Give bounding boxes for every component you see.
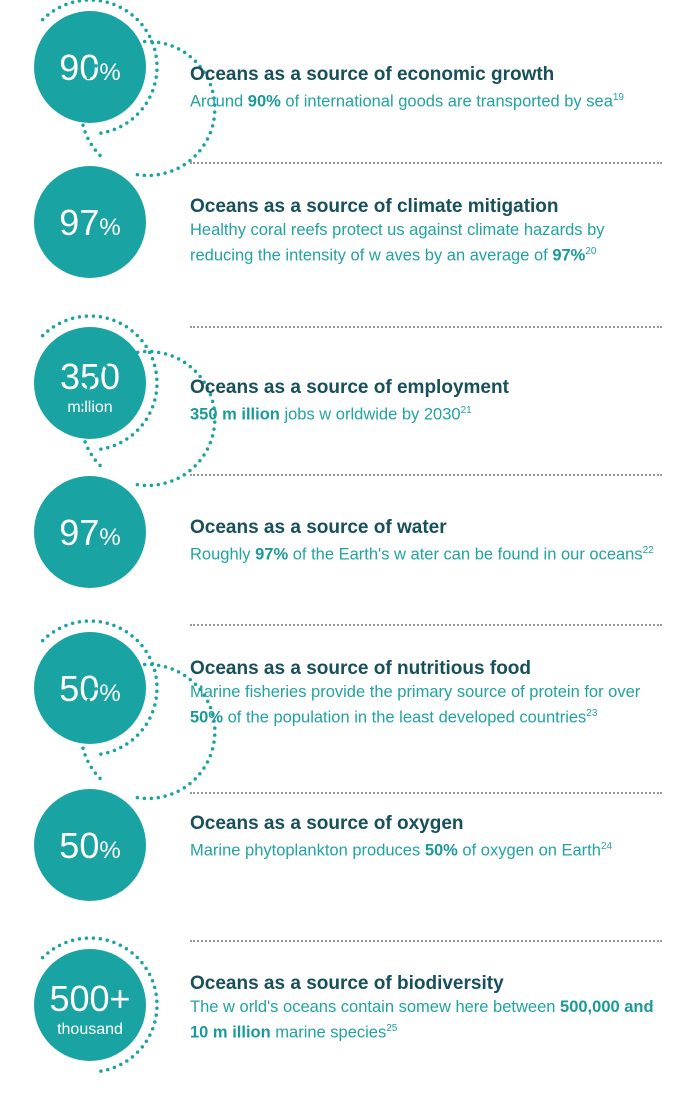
- highlight: 90%: [247, 92, 281, 111]
- item-text: Oceans as a source of employment 350 m il…: [190, 376, 670, 426]
- item-title: Oceans as a source of economic growth: [190, 64, 555, 85]
- item-description: The w orld's oceans contain somew here b…: [190, 996, 660, 1044]
- stat-unit: %: [99, 59, 120, 86]
- item-text: Oceans as a source of oxygen Marine phyto…: [190, 812, 670, 862]
- footnote: 19: [612, 92, 624, 103]
- stat-unit: thousand: [57, 1021, 123, 1038]
- item-description: Around 90% of international goods are tr…: [190, 87, 660, 113]
- text: Roughly: [190, 545, 256, 564]
- text: marine species: [270, 1023, 387, 1042]
- separator: [190, 474, 662, 476]
- stat-value: 97%: [59, 202, 120, 243]
- dotted-ring: [40, 314, 159, 451]
- item-text: Oceans as a source of water Roughly 97% o…: [190, 516, 670, 566]
- stat-value: 500+: [49, 978, 130, 1019]
- highlight: 50%: [190, 708, 224, 727]
- item-title: Oceans as a source of climate mitigation: [190, 196, 559, 217]
- highlight: 97%: [255, 545, 289, 564]
- text: Marine fisheries provide the primary sou…: [190, 683, 641, 701]
- item-description: Healthy coral reefs protect us against c…: [190, 219, 660, 267]
- footnote: 21: [460, 405, 472, 416]
- item-text: Oceans as a source of economic growth Aro…: [190, 63, 670, 113]
- footnote: 20: [585, 246, 597, 257]
- highlight: 97%: [552, 246, 586, 265]
- dotted-ring: [40, 936, 159, 1073]
- text: of oxygen on Earth: [457, 841, 601, 860]
- stat-value: 50%: [59, 668, 120, 709]
- item-text: Oceans as a source of climate mitigation…: [190, 195, 670, 267]
- dotted-ring: [40, 619, 159, 756]
- stat-unit: million: [67, 399, 112, 416]
- stat-number: 97: [59, 202, 99, 243]
- item-description: Roughly 97% of the Earth's w ater can be…: [190, 540, 660, 566]
- stat-circle: [34, 789, 146, 901]
- text: Around: [190, 92, 248, 111]
- stat-value: 50%: [59, 825, 120, 866]
- separator: [190, 940, 662, 942]
- stat-number: 50: [59, 825, 99, 866]
- stat-value: 97%: [59, 512, 120, 553]
- stat-unit: %: [99, 524, 120, 551]
- item-text: Oceans as a source of nutritious food Mar…: [190, 657, 670, 729]
- stat-circle: [34, 327, 146, 439]
- stat-unit: %: [99, 214, 120, 241]
- footnote: 22: [642, 545, 654, 556]
- separator: [190, 162, 662, 164]
- stat-number: 97: [59, 512, 99, 553]
- dotted-ring: [40, 0, 159, 135]
- item-description: Marine phytoplankton produces 50% of oxy…: [190, 836, 660, 862]
- stat-circle: [34, 476, 146, 588]
- item-title: Oceans as a source of biodiversity: [190, 973, 504, 994]
- separator: [190, 624, 662, 626]
- text: The w orld's oceans contain somew here b…: [190, 998, 561, 1016]
- item-description: 350 m illion jobs w orldwide by 203021: [190, 400, 660, 426]
- stat-number: 90: [59, 47, 99, 88]
- footnote: 24: [600, 841, 613, 852]
- stat-number: 50: [59, 668, 99, 709]
- separator: [190, 326, 662, 328]
- text: of international goods are transported b…: [280, 92, 613, 111]
- stat-value: 90%: [59, 47, 120, 88]
- text: of the Earth's w ater can be found in ou…: [288, 545, 643, 564]
- text: jobs w orldwide by 2030: [279, 405, 461, 424]
- stat-unit: %: [99, 680, 120, 707]
- highlight: 50%: [424, 841, 458, 860]
- item-title: Oceans as a source of oxygen: [190, 813, 464, 834]
- separator: [190, 792, 662, 794]
- item-title: Oceans as a source of nutritious food: [190, 658, 532, 679]
- item-title: Oceans as a source of water: [190, 517, 447, 538]
- text: Marine phytoplankton produces: [190, 841, 425, 860]
- item-description: Marine fisheries provide the primary sou…: [190, 681, 660, 729]
- stat-circle: [34, 11, 146, 123]
- item-text: Oceans as a source of biodiversity The w …: [190, 972, 670, 1044]
- dotted-ring: [79, 39, 217, 178]
- stat-unit: %: [99, 837, 120, 864]
- highlight: 350 m illion: [190, 405, 280, 424]
- text: of the population in the least developed…: [223, 708, 587, 727]
- footnote: 25: [386, 1023, 398, 1034]
- stat-circle: [34, 632, 146, 744]
- dotted-ring: [79, 349, 217, 488]
- text: Healthy coral reefs protect us against c…: [190, 221, 605, 265]
- stat-circle: [34, 166, 146, 278]
- dotted-ring: [79, 662, 217, 801]
- stat-circle: [34, 949, 146, 1061]
- footnote: 23: [586, 708, 598, 719]
- item-title: Oceans as a source of employment: [190, 377, 509, 398]
- highlight: 500,000 and 10 m illion: [190, 998, 654, 1042]
